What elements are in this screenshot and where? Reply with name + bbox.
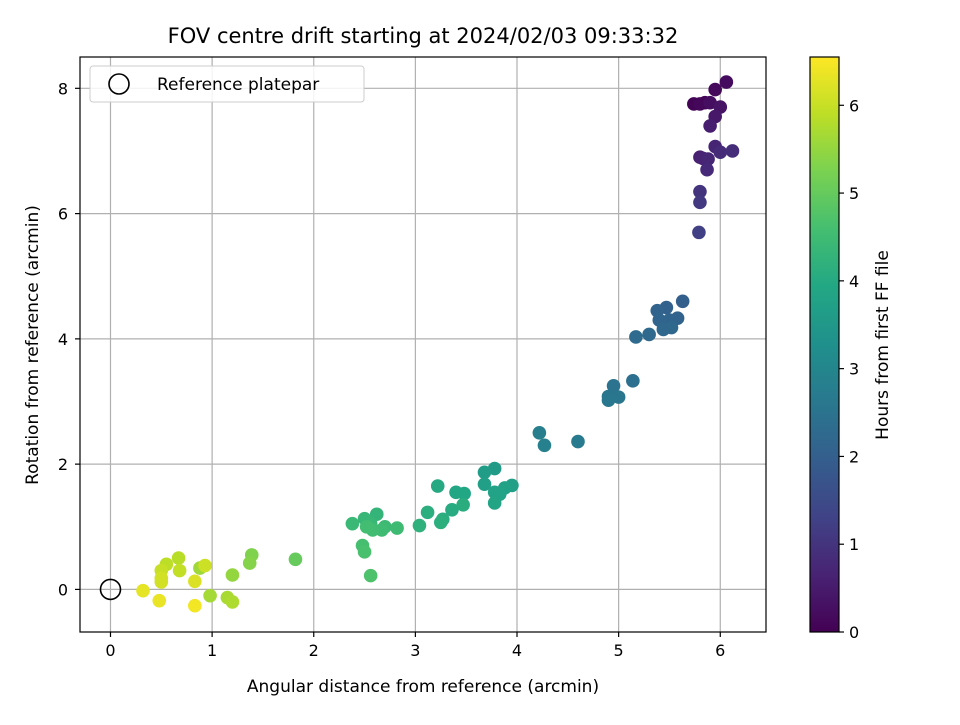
- y-tick-label: 6: [58, 205, 68, 224]
- data-point: [152, 593, 167, 608]
- plot-frame: [79, 56, 767, 633]
- data-point: [357, 545, 372, 559]
- y-tick-label: 8: [58, 79, 68, 98]
- y-tick-label: 2: [58, 455, 68, 474]
- data-point: [433, 515, 448, 530]
- legend-marker-reference: [108, 73, 130, 95]
- data-point: [487, 496, 502, 510]
- data-point: [430, 479, 445, 493]
- data-point: [693, 97, 707, 111]
- data-point: [390, 521, 404, 535]
- data-point: [601, 393, 616, 408]
- x-tick-label: 1: [207, 641, 217, 660]
- data-point: [188, 598, 202, 613]
- data-point: [445, 503, 459, 517]
- data-point: [154, 575, 169, 589]
- data-point: [359, 519, 374, 534]
- data-point: [457, 486, 471, 501]
- data-point: [477, 465, 492, 480]
- data-point: [477, 477, 492, 491]
- data-point: [225, 568, 240, 582]
- data-points: [99, 75, 740, 613]
- chart-title: FOV centre drift starting at 2024/02/03 …: [168, 24, 679, 48]
- x-tick-label: 3: [410, 641, 420, 660]
- data-point: [708, 82, 722, 97]
- data-point: [703, 119, 717, 133]
- data-point: [198, 558, 212, 573]
- colorbar-tick-label: 2: [849, 447, 859, 466]
- data-point: [242, 556, 257, 570]
- data-point: [412, 518, 427, 533]
- data-point: [693, 195, 707, 210]
- data-point: [571, 434, 585, 449]
- y-tick-label: 0: [58, 580, 68, 599]
- data-point: [537, 438, 552, 453]
- data-point: [626, 374, 640, 388]
- data-point: [606, 379, 621, 393]
- x-tick-label: 5: [614, 641, 624, 660]
- grid: [80, 57, 766, 632]
- x-tick-label: 2: [309, 641, 319, 660]
- data-point: [642, 327, 656, 342]
- colorbar-tick-label: 4: [849, 272, 859, 291]
- data-point: [171, 551, 186, 565]
- data-point: [456, 498, 470, 512]
- data-point: [288, 552, 303, 567]
- colorbar: 0 1 2 3 4 5 6: [809, 56, 859, 642]
- colorbar-tick-label: 6: [849, 96, 859, 115]
- data-point: [203, 588, 217, 603]
- data-point: [701, 152, 715, 166]
- data-point: [188, 574, 202, 589]
- data-point: [713, 145, 728, 160]
- y-tick-label: 4: [58, 330, 68, 349]
- legend: Reference platepar: [89, 65, 365, 103]
- colorbar-label: Hours from first FF file: [873, 250, 893, 440]
- x-tick-label: 6: [715, 641, 725, 660]
- data-point: [675, 294, 690, 309]
- x-tick-label: 0: [105, 641, 115, 660]
- data-point: [692, 225, 706, 240]
- data-point: [420, 505, 435, 520]
- data-point: [532, 426, 547, 440]
- data-point: [172, 563, 187, 578]
- data-point: [703, 95, 717, 110]
- data-point: [700, 162, 714, 177]
- colorbar-tick-label: 1: [849, 535, 859, 554]
- data-point: [629, 330, 643, 344]
- reference-point: [99, 578, 122, 601]
- data-point: [693, 184, 707, 199]
- axes: 0 1 2 3 4 5 6 0 2 4 6 8: [58, 56, 767, 660]
- colorbar-gradient: [809, 56, 840, 633]
- colorbar-tick-label: 0: [849, 623, 859, 642]
- data-point: [345, 516, 360, 531]
- data-point: [725, 144, 740, 158]
- x-axis-label: Angular distance from reference (arcmin): [247, 677, 599, 697]
- colorbar-tick-label: 5: [849, 184, 859, 203]
- legend-box: [89, 65, 365, 103]
- data-point: [363, 568, 378, 583]
- data-point: [719, 75, 734, 89]
- x-tick-label: 4: [512, 641, 522, 660]
- data-point: [664, 320, 679, 335]
- legend-label-reference: Reference platepar: [157, 75, 319, 95]
- data-point: [136, 583, 150, 598]
- y-axis-label: Rotation from reference (arcmin): [23, 205, 43, 485]
- colorbar-tick-label: 3: [849, 360, 859, 379]
- data-point: [225, 595, 240, 609]
